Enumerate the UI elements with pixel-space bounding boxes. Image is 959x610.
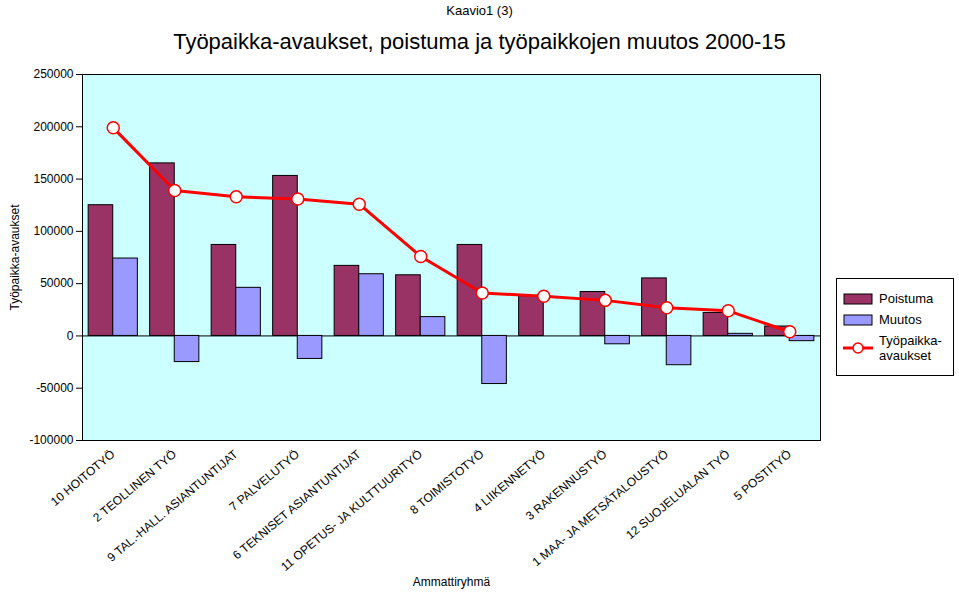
svg-text:12 SUOJELUALAN TYÖ: 12 SUOJELUALAN TYÖ xyxy=(623,447,732,542)
svg-text:-100000: -100000 xyxy=(29,433,73,447)
html-text:Työpaikka-avaukset, poistuma j: Työpaikka-avaukset, poistuma ja työpaikk… xyxy=(173,29,786,54)
svg-text:4 LIIKENNETYÖ: 4 LIIKENNETYÖ xyxy=(470,447,549,516)
svg-text:-50000: -50000 xyxy=(36,381,74,395)
svg-text:50000: 50000 xyxy=(40,276,74,290)
svg-text:5 POSTITYÖ: 5 POSTITYÖ xyxy=(731,447,794,503)
svg-text:0: 0 xyxy=(67,329,74,343)
html-text:Poistuma: Poistuma xyxy=(879,291,934,306)
svg-text:9 TAL.-HALL. ASIANTUNTIJAT: 9 TAL.-HALL. ASIANTUNTIJAT xyxy=(104,447,241,565)
svg-text:8 TOIMISTOTYÖ: 8 TOIMISTOTYÖ xyxy=(407,447,487,517)
svg-text:3 RAKENNUSTYÖ: 3 RAKENNUSTYÖ xyxy=(523,447,610,523)
svg-text:200000: 200000 xyxy=(33,120,73,134)
svg-text:Ammattiryhmä: Ammattiryhmä xyxy=(413,575,491,589)
svg-text:2 TEOLLINEN TYÖ: 2 TEOLLINEN TYÖ xyxy=(90,447,180,525)
html-text:Kaavio1 (3): Kaavio1 (3) xyxy=(446,3,513,18)
svg-text:Työpaikka-avaukset: Työpaikka-avaukset xyxy=(8,204,22,311)
svg-text:1 MAA- JA METSÄTALOUSTYÖ: 1 MAA- JA METSÄTALOUSTYÖ xyxy=(529,447,672,570)
svg-text:6 TEKNISET ASIANTUNTIJAT: 6 TEKNISET ASIANTUNTIJAT xyxy=(230,447,364,563)
svg-text:100000: 100000 xyxy=(33,224,73,238)
html-text:Muutos: Muutos xyxy=(879,312,922,327)
svg-text:250000: 250000 xyxy=(33,67,73,81)
svg-text:150000: 150000 xyxy=(33,172,73,186)
svg-text:7 PALVELUTYÖ: 7 PALVELUTYÖ xyxy=(226,447,303,514)
svg-text:10 HOITOTYÖ: 10 HOITOTYÖ xyxy=(48,447,118,509)
html-text:Työpaikka-avaukset: Työpaikka-avaukset xyxy=(879,333,942,363)
svg-text:11 OPETUS- JA KULTTUURITYÖ: 11 OPETUS- JA KULTTUURITYÖ xyxy=(278,447,425,574)
